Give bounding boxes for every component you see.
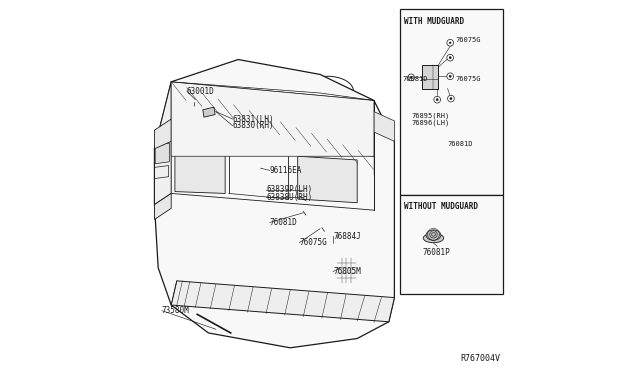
Text: 76884J: 76884J xyxy=(333,232,361,241)
Circle shape xyxy=(436,99,438,101)
Text: 76081D: 76081D xyxy=(447,141,473,147)
Text: 63830(RH): 63830(RH) xyxy=(232,121,274,130)
Bar xyxy=(400,195,503,294)
Circle shape xyxy=(449,75,451,77)
Bar xyxy=(337,258,356,283)
Text: 76081P: 76081P xyxy=(422,248,451,257)
Circle shape xyxy=(434,96,440,103)
Text: 76075G: 76075G xyxy=(456,37,481,43)
Circle shape xyxy=(447,39,454,46)
Polygon shape xyxy=(172,82,374,156)
Polygon shape xyxy=(374,112,394,141)
Polygon shape xyxy=(154,60,394,348)
Circle shape xyxy=(408,74,415,81)
Circle shape xyxy=(303,212,309,218)
Text: 63831(LH): 63831(LH) xyxy=(232,115,274,124)
Circle shape xyxy=(447,95,454,102)
Text: 63001D: 63001D xyxy=(187,87,214,96)
Polygon shape xyxy=(298,156,357,203)
Ellipse shape xyxy=(426,230,441,240)
Circle shape xyxy=(449,42,451,44)
Circle shape xyxy=(410,76,412,78)
Text: 63838U(RH): 63838U(RH) xyxy=(266,193,312,202)
Polygon shape xyxy=(175,143,225,193)
Text: 76081D: 76081D xyxy=(403,76,428,82)
Circle shape xyxy=(191,105,196,110)
Text: 76075G: 76075G xyxy=(456,76,481,82)
Polygon shape xyxy=(154,193,172,219)
Text: 76081D: 76081D xyxy=(270,218,298,227)
Text: 76895(RH): 76895(RH) xyxy=(411,112,449,119)
Circle shape xyxy=(450,97,452,100)
Text: R767004V: R767004V xyxy=(460,355,500,363)
Text: 76805M: 76805M xyxy=(333,267,361,276)
Text: 63839P(LH): 63839P(LH) xyxy=(266,185,312,194)
Bar xyxy=(400,9,503,195)
Text: 76075G: 76075G xyxy=(300,238,327,247)
Text: 96116EA: 96116EA xyxy=(270,166,302,175)
Circle shape xyxy=(447,54,454,61)
Text: 76896(LH): 76896(LH) xyxy=(411,119,449,126)
Circle shape xyxy=(301,194,306,199)
Polygon shape xyxy=(154,119,172,149)
Circle shape xyxy=(449,57,451,59)
Text: WITH MUDGUARD: WITH MUDGUARD xyxy=(404,17,464,26)
Text: 73580M: 73580M xyxy=(162,306,189,315)
Text: WITHOUT MUDGUARD: WITHOUT MUDGUARD xyxy=(404,202,477,211)
Ellipse shape xyxy=(423,234,444,243)
Polygon shape xyxy=(154,82,172,205)
Polygon shape xyxy=(172,281,394,322)
Circle shape xyxy=(447,73,454,80)
Polygon shape xyxy=(422,65,438,89)
Polygon shape xyxy=(156,143,170,164)
Polygon shape xyxy=(203,107,215,117)
